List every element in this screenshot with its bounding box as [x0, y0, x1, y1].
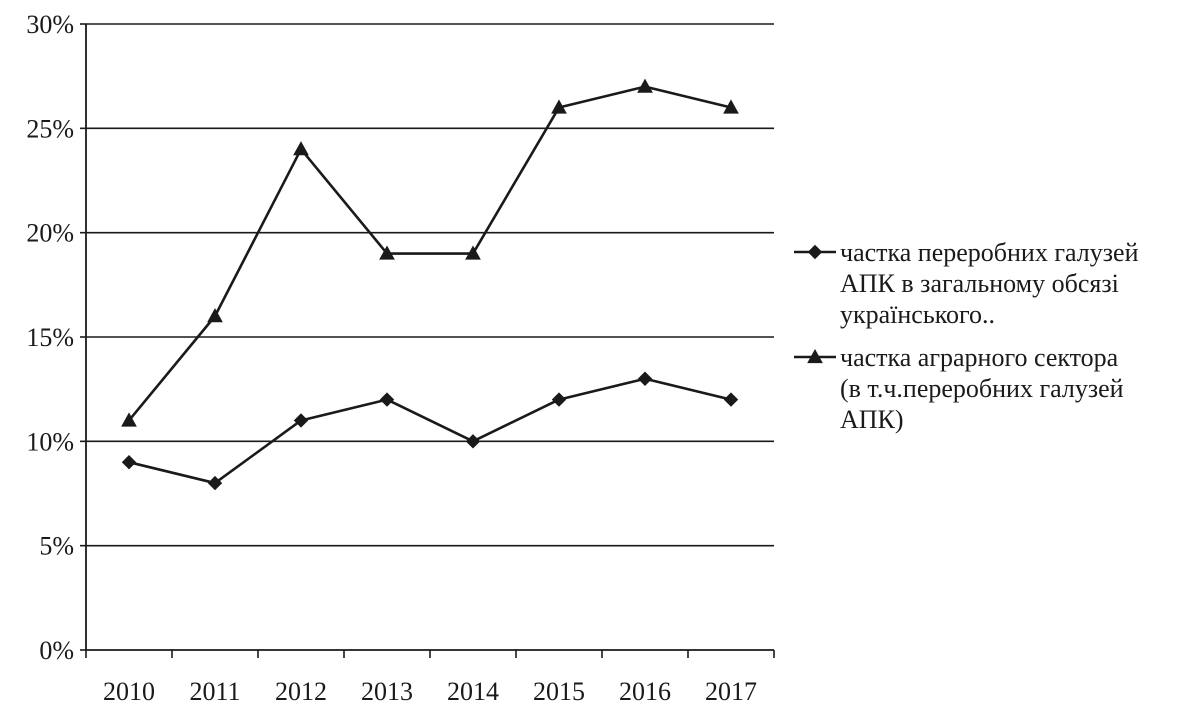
data-point-series-2 — [379, 245, 395, 260]
data-point-series-1 — [465, 434, 481, 449]
legend-label-line: АПК) — [840, 405, 904, 434]
data-point-series-1 — [379, 392, 395, 407]
data-point-series-2 — [121, 412, 137, 427]
y-tick-label: 5% — [39, 532, 74, 561]
legend-label-line: українського.. — [840, 300, 995, 329]
data-point-series-1 — [293, 413, 309, 428]
legend-label-line: (в т.ч.переробних галузей — [840, 374, 1124, 403]
legend-label-line: АПК в загальному обсязі — [840, 269, 1119, 298]
data-point-series-2 — [551, 99, 567, 114]
legend-swatch-marker-1 — [807, 244, 823, 260]
y-axis-tick-labels: 0% 5% 10% 15% 20% 25% 30% — [26, 10, 74, 665]
data-point-series-2 — [293, 141, 309, 156]
grid-lines — [86, 23, 774, 547]
data-point-series-1 — [723, 392, 739, 407]
x-tick-label: 2012 — [275, 677, 327, 704]
series-line-2 — [127, 85, 732, 422]
y-tick-label: 20% — [26, 219, 74, 248]
series-lines — [127, 85, 732, 485]
data-point-series-1 — [551, 392, 567, 407]
x-tick-label: 2015 — [533, 677, 585, 704]
legend-label-line: частка аграрного сектора — [840, 343, 1119, 372]
y-tick-label: 15% — [26, 323, 74, 352]
x-tick-label: 2010 — [103, 677, 155, 704]
x-tick-label: 2011 — [189, 677, 240, 704]
series-line-1 — [128, 377, 732, 485]
data-point-series-2 — [465, 245, 481, 260]
data-point-series-2 — [207, 308, 223, 323]
x-tick-label: 2017 — [705, 677, 757, 704]
data-point-markers — [121, 78, 739, 491]
data-point-series-1 — [207, 475, 223, 491]
x-tick-label: 2013 — [361, 677, 413, 704]
x-tick-label: 2016 — [619, 677, 671, 704]
y-tick-label: 30% — [26, 10, 74, 39]
data-point-series-2 — [723, 99, 739, 114]
legend-label-line: частка переробних галузей — [840, 238, 1139, 267]
x-axis-tick-labels: 2010 2011 2012 2013 2014 2015 2016 2017 — [103, 677, 757, 704]
x-tick-label: 2014 — [447, 677, 499, 704]
y-tick-label: 25% — [26, 114, 74, 143]
data-point-series-1 — [121, 454, 137, 470]
legend-swatch-marker-2 — [807, 348, 823, 364]
y-tick-label: 10% — [26, 427, 74, 456]
axes — [80, 23, 775, 658]
data-point-series-1 — [637, 371, 653, 386]
y-tick-label: 0% — [39, 636, 74, 665]
data-point-series-2 — [637, 78, 653, 93]
